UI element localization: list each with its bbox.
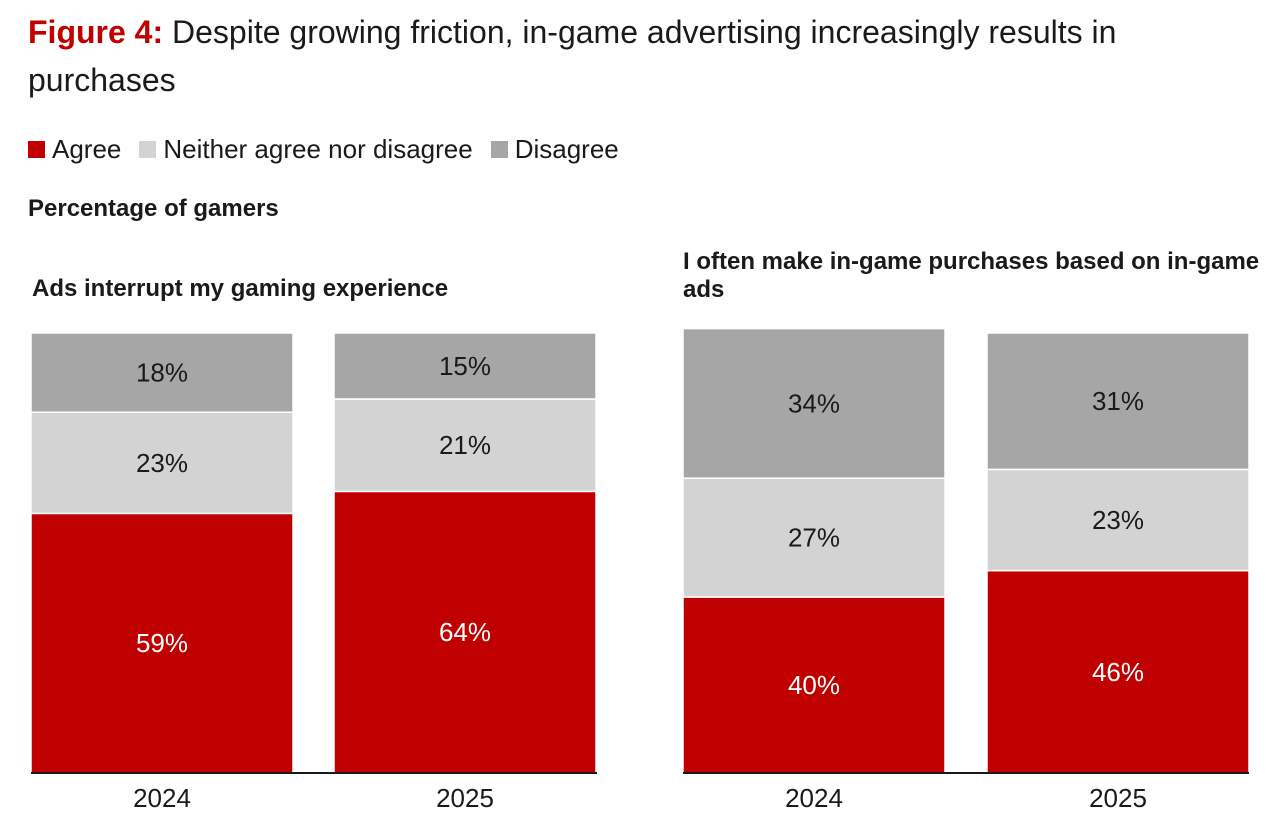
- x-tick-label-2025: 2025: [1089, 783, 1147, 813]
- bar-segment-neither-2025: [986, 468, 1250, 572]
- data-label-agree-2024: 40%: [788, 670, 840, 700]
- legend-item-agree: Agree: [28, 134, 121, 165]
- bar-segment-disagree-2025: [986, 332, 1250, 471]
- bar-segment-agree-2024: [682, 596, 946, 774]
- legend-label-disagree: Disagree: [514, 134, 619, 164]
- x-tick-label-2024: 2024: [133, 783, 191, 813]
- x-tick-label-2025: 2025: [436, 783, 494, 813]
- legend-item-neither: Neither agree nor disagree: [139, 134, 473, 165]
- data-label-agree-2024: 59%: [136, 628, 188, 658]
- legend-swatch-neither: [139, 141, 157, 158]
- legend-item-disagree: Disagree: [490, 134, 619, 165]
- data-label-neither-2024: 23%: [136, 448, 188, 478]
- legend: Agree Neither agree nor disagree Disagre…: [28, 134, 637, 165]
- legend-label-agree: Agree: [52, 134, 122, 164]
- bar-segment-disagree-2024: [682, 327, 946, 479]
- bar-segment-neither-2024: [30, 411, 294, 515]
- data-label-neither-2025: 23%: [1092, 505, 1144, 535]
- chart-subtitle: Percentage of gamers: [28, 195, 279, 222]
- data-label-disagree-2024: 34%: [788, 388, 840, 418]
- data-label-agree-2025: 64%: [439, 617, 491, 647]
- data-label-agree-2025: 46%: [1092, 657, 1144, 687]
- panel-title-in-game-purchases: I often make in-game purchases based on …: [683, 248, 1260, 303]
- figure-title-text: Despite growing friction, in-game advert…: [28, 14, 1117, 98]
- data-label-disagree-2025: 31%: [1092, 386, 1144, 416]
- x-tick-label-2024: 2024: [785, 783, 843, 813]
- legend-swatch-disagree: [490, 141, 508, 158]
- figure-label: Figure 4:: [28, 14, 164, 50]
- bar-segment-disagree-2024: [30, 332, 294, 413]
- data-label-disagree-2025: 15%: [439, 351, 491, 381]
- bar-segment-agree-2025: [333, 490, 597, 774]
- bar-segment-agree-2025: [986, 569, 1250, 774]
- legend-swatch-agree: [28, 141, 45, 158]
- legend-label-neither: Neither agree nor disagree: [163, 134, 473, 164]
- data-label-neither-2024: 27%: [788, 523, 840, 553]
- data-label-neither-2025: 21%: [439, 430, 491, 460]
- bar-segment-disagree-2025: [333, 332, 597, 400]
- data-label-disagree-2024: 18%: [136, 358, 188, 388]
- figure-title: Figure 4: Despite growing friction, in-g…: [28, 8, 1228, 104]
- panel-title-ads-interrupt: Ads interrupt my gaming experience: [32, 275, 449, 302]
